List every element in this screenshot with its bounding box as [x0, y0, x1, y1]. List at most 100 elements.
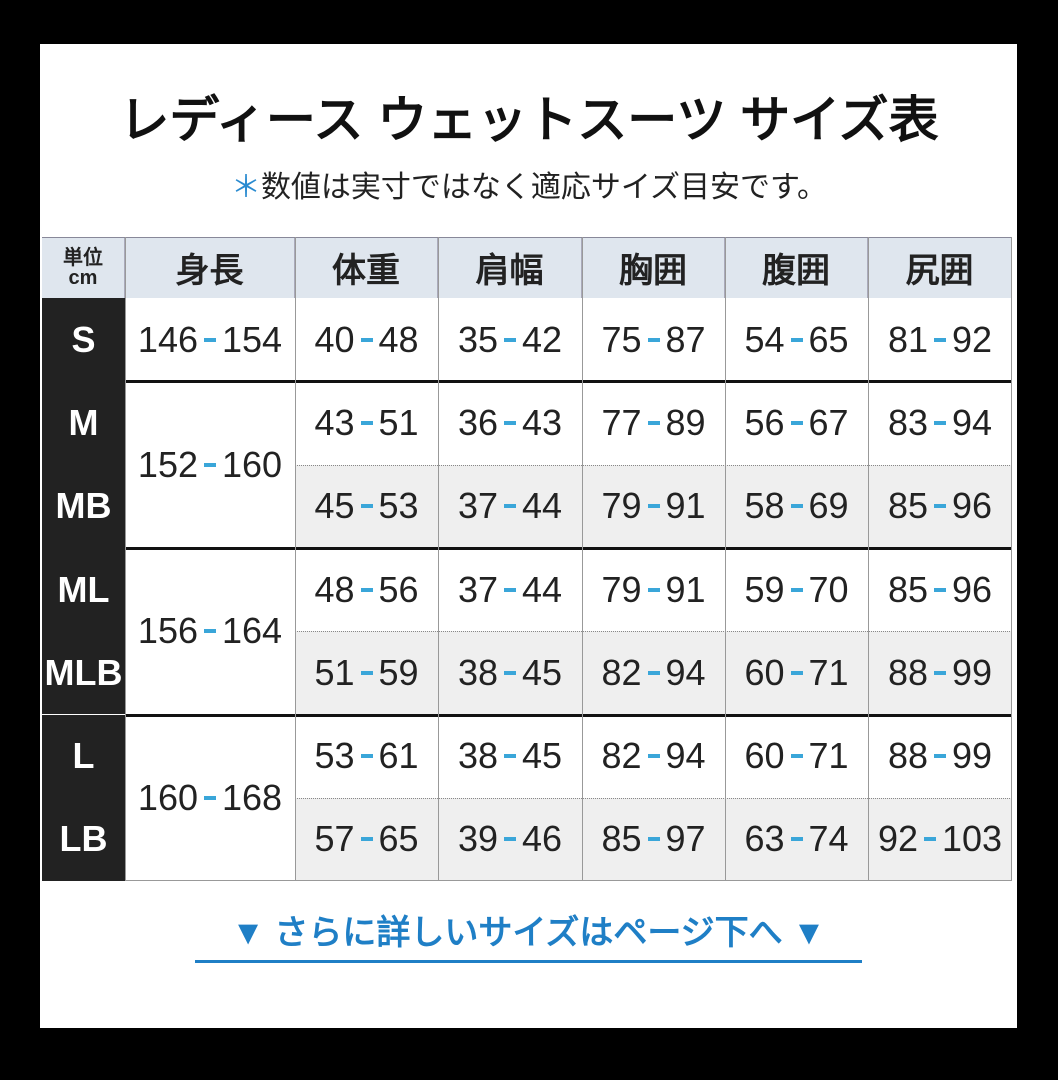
rule: [125, 237, 126, 882]
rule: [295, 464, 1012, 467]
value-cell: 58 69: [725, 464, 868, 548]
range-min: 60: [744, 735, 785, 777]
range-min: 79: [601, 485, 642, 527]
range-max: 44: [522, 568, 563, 610]
detail-link[interactable]: ▼ さらに詳しいサイズはページ下へ ▼: [231, 914, 826, 952]
header-cell: 腹囲: [725, 237, 868, 298]
range-dash: [647, 754, 660, 759]
range-min: 81: [887, 318, 928, 360]
rule: [295, 797, 1012, 800]
range-dash: [360, 670, 373, 675]
range-min: 88: [887, 651, 928, 693]
header-cell: 尻囲: [868, 237, 1012, 298]
value-cell: 37 44: [438, 547, 582, 632]
header-cell: 胸囲: [582, 237, 725, 298]
range-dash: [360, 754, 373, 759]
value-cell: 54 65: [725, 298, 868, 382]
range-min: 88: [887, 735, 928, 777]
range-min: 56: [744, 401, 785, 443]
range-dash: [934, 337, 946, 342]
value-cell: 60 71: [725, 714, 868, 798]
range-min: 57: [314, 818, 355, 860]
range-dash: [790, 670, 803, 675]
range-min: 58: [744, 485, 785, 527]
range-max: 74: [808, 818, 849, 860]
range-dash: [934, 587, 946, 592]
range-max: 154: [222, 318, 283, 360]
range-max: 164: [222, 610, 283, 652]
value-cell: 57 65: [295, 797, 438, 882]
header-cell: 体重: [295, 237, 438, 298]
range-min: 45: [314, 485, 355, 527]
header-cell: 肩幅: [438, 237, 582, 298]
range-dash: [204, 629, 216, 634]
value-cell: 77 89: [582, 381, 725, 465]
rule: [725, 237, 726, 882]
range-max: 70: [808, 568, 849, 610]
range-max: 94: [665, 735, 706, 777]
range-dash: [504, 670, 516, 675]
range-min: 36: [457, 401, 498, 443]
rule: [125, 713, 1012, 717]
value-cell: 79 91: [582, 547, 725, 632]
value-cell: 88 99: [868, 714, 1012, 798]
link-underline: [195, 960, 862, 963]
range-dash: [647, 670, 660, 675]
range-dash: [360, 504, 373, 509]
range-max: 46: [522, 818, 563, 860]
range-min: 60: [744, 651, 785, 693]
value-cell: 53 61: [295, 714, 438, 798]
range-dash: [647, 337, 660, 342]
range-dash: [647, 504, 660, 509]
range-max: 65: [378, 818, 419, 860]
range-min: 85: [887, 485, 928, 527]
range-max: 59: [378, 651, 419, 693]
range-dash: [204, 795, 216, 800]
note-line: ＊数値は実寸ではなく適応サイズ目安です。: [0, 162, 1058, 206]
range-dash: [647, 587, 660, 592]
value-cell: 85 97: [582, 797, 725, 882]
range-min: 37: [457, 485, 498, 527]
range-max: 94: [952, 401, 993, 443]
range-max: 69: [808, 485, 849, 527]
range-dash: [504, 754, 516, 759]
value-cell: 43 51: [295, 381, 438, 465]
range-min: 59: [744, 568, 785, 610]
height-cell: 152 160: [125, 381, 295, 548]
rule: [582, 237, 583, 882]
range-dash: [504, 837, 516, 842]
range-dash: [504, 504, 516, 509]
range-max: 92: [952, 318, 993, 360]
range-min: 83: [887, 401, 928, 443]
range-max: 61: [378, 735, 419, 777]
range-dash: [934, 670, 946, 675]
range-min: 39: [457, 818, 498, 860]
range-dash: [647, 420, 660, 425]
range-min: 63: [744, 818, 785, 860]
range-min: 152: [137, 443, 198, 485]
range-dash: [790, 504, 803, 509]
value-cell: 88 99: [868, 631, 1012, 715]
range-max: 48: [378, 318, 419, 360]
note-mark: ＊: [230, 171, 261, 204]
value-cell: 37 44: [438, 464, 582, 548]
range-max: 42: [522, 318, 563, 360]
range-dash: [647, 837, 660, 842]
rule: [125, 380, 1012, 384]
value-cell: 60 71: [725, 631, 868, 715]
value-cell: 38 45: [438, 631, 582, 715]
range-dash: [790, 837, 803, 842]
height-cell: 146 154: [125, 298, 295, 382]
range-max: 96: [952, 568, 993, 610]
value-cell: 83 94: [868, 381, 1012, 465]
range-min: 85: [601, 818, 642, 860]
unit-cell: 単位 cm: [42, 237, 125, 298]
range-dash: [934, 504, 946, 509]
range-max: 44: [522, 485, 563, 527]
range-max: 103: [941, 818, 1003, 860]
value-cell: 85 96: [868, 547, 1012, 632]
value-cell: 40 48: [295, 298, 438, 382]
range-min: 51: [314, 651, 355, 693]
range-min: 53: [314, 735, 355, 777]
